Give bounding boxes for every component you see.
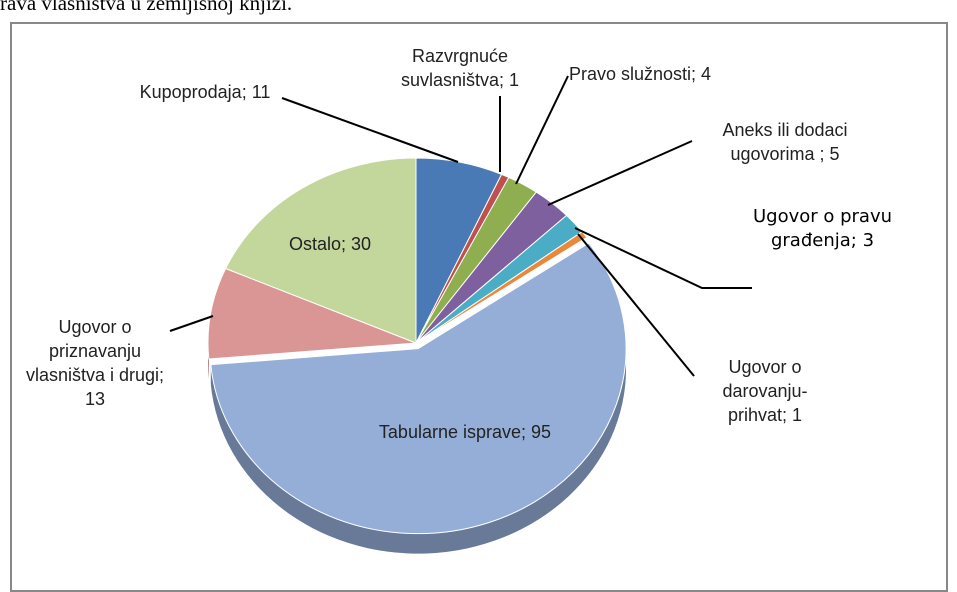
data-label: Pravo služnosti; 4	[555, 62, 725, 86]
label-separator: ;	[691, 64, 697, 84]
category-name: Tabularne isprave	[378, 422, 522, 442]
category-name: Ugovor o pravu građenja	[752, 206, 893, 251]
category-name: Ugovor o darovanju-prihvat	[722, 357, 808, 425]
header-text: rava vlasništva u zemljišnoj knjizi.	[0, 0, 293, 15]
data-label: Tabularne isprave; 95	[370, 420, 560, 444]
leader-line	[515, 75, 569, 185]
label-value: 1	[509, 70, 520, 90]
data-label: Kupoprodaja; 11	[125, 80, 285, 104]
category-name: Ostalo	[288, 234, 341, 254]
data-label: Aneks ili dodaci ugovorima ; 5	[690, 118, 880, 166]
slice	[210, 242, 627, 535]
label-value: 4	[701, 64, 712, 84]
leader-line	[577, 233, 695, 377]
label-separator: ;	[159, 365, 165, 385]
label-value: 95	[531, 422, 552, 442]
category-name: Razvrgnuće suvlasništva	[400, 46, 509, 90]
data-label: Ugovor o priznavanju vlasništva i drugi;…	[15, 315, 175, 411]
label-separator: ;	[819, 144, 825, 164]
label-value: 11	[251, 82, 271, 102]
slice	[207, 267, 417, 360]
label-separator: ;	[241, 82, 247, 102]
category-name: Kupoprodaja	[139, 82, 242, 102]
data-label: Ugovor o darovanju-prihvat; 1	[700, 355, 830, 427]
label-value: 1	[792, 405, 803, 425]
label-separator: ;	[499, 70, 505, 90]
data-label: Razvrgnuće suvlasništva; 1	[375, 44, 545, 92]
leader-line	[169, 315, 214, 332]
label-value: 3	[862, 230, 875, 251]
data-label: Ugovor o pravu građenja; 3	[745, 205, 900, 253]
label-value: 13	[84, 389, 106, 409]
category-name: Ugovor o priznavanju vlasništva i drugi	[25, 317, 160, 385]
leader-line	[547, 140, 693, 206]
slice	[224, 157, 417, 344]
data-label: Ostalo; 30	[250, 232, 410, 256]
label-separator: ;	[850, 230, 857, 251]
category-name: Aneks ili dodaci ugovorima	[722, 120, 848, 164]
label-separator: ;	[781, 405, 787, 425]
label-value: 30	[351, 234, 372, 254]
leader-line	[574, 227, 752, 289]
category-name: Pravo služnosti	[568, 64, 691, 84]
label-separator: ;	[521, 422, 527, 442]
label-separator: ;	[340, 234, 346, 254]
label-value: 5	[829, 144, 840, 164]
leader-line	[281, 97, 459, 163]
